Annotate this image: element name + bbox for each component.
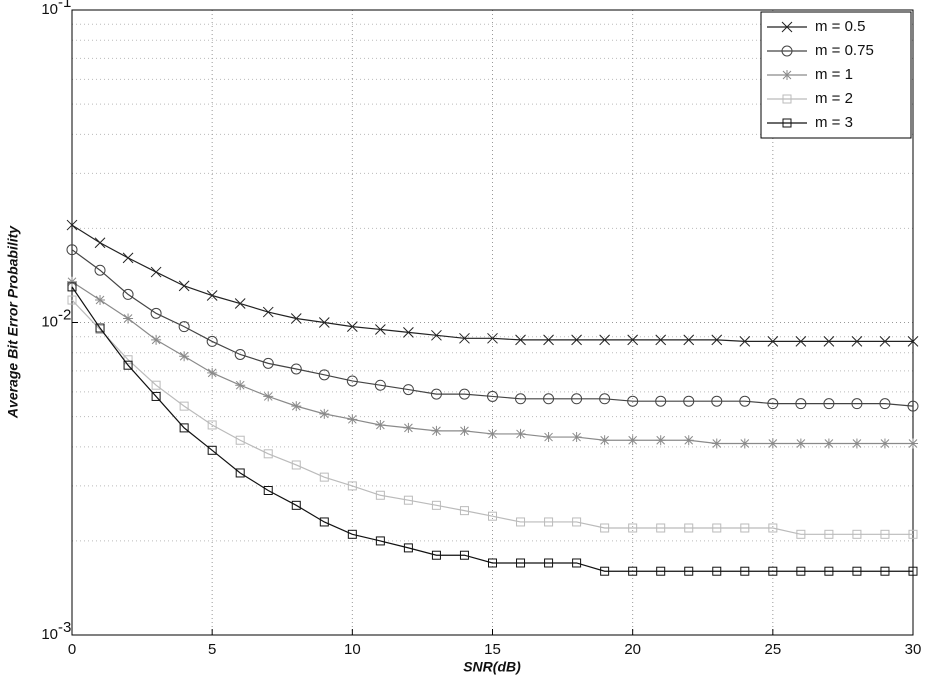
marker (179, 351, 189, 361)
marker (908, 439, 918, 449)
marker (263, 391, 273, 401)
x-tick-label: 30 (905, 641, 922, 658)
marker (544, 432, 554, 442)
y-tick-label: 10 (41, 626, 58, 643)
marker (291, 401, 301, 411)
marker (516, 429, 526, 439)
legend-label: m = 0.5 (815, 18, 865, 35)
x-tick-label: 0 (68, 641, 76, 658)
marker (740, 439, 750, 449)
marker (375, 420, 385, 430)
page: SNR(dB) Average Bit Error Probability 10… (0, 0, 926, 682)
x-tick-label: 10 (344, 641, 361, 658)
marker (347, 414, 357, 424)
y-tick-exponent: -1 (58, 0, 71, 11)
marker (852, 439, 862, 449)
x-tick-label: 25 (764, 641, 781, 658)
marker (796, 439, 806, 449)
marker (123, 313, 133, 323)
legend-marker (782, 70, 792, 80)
x-tick-label: 15 (484, 641, 501, 658)
marker (628, 435, 638, 445)
marker (488, 429, 498, 439)
legend-label: m = 1 (815, 66, 853, 83)
marker (880, 439, 890, 449)
x-tick-label: 20 (624, 641, 641, 658)
marker (684, 435, 694, 445)
y-tick-exponent: -2 (58, 306, 71, 323)
legend-label: m = 3 (815, 114, 853, 131)
marker (572, 432, 582, 442)
y-axis-label: Average Bit Error Probability (5, 225, 21, 419)
x-axis-label: SNR(dB) (463, 659, 521, 675)
y-tick-exponent: -3 (58, 619, 71, 636)
marker (319, 409, 329, 419)
marker (431, 426, 441, 436)
marker (656, 435, 666, 445)
y-tick-label: 10 (41, 1, 58, 18)
marker (712, 439, 722, 449)
marker (459, 426, 469, 436)
marker (95, 295, 105, 305)
legend-label: m = 2 (815, 90, 853, 107)
y-tick-label: 10 (41, 313, 58, 330)
marker (824, 439, 834, 449)
marker (235, 380, 245, 390)
chart: SNR(dB) Average Bit Error Probability 10… (0, 0, 926, 682)
marker (768, 439, 778, 449)
marker (151, 335, 161, 345)
x-tick-label: 5 (208, 641, 216, 658)
marker (207, 368, 217, 378)
legend-label: m = 0.75 (815, 42, 874, 59)
marker (403, 423, 413, 433)
legend: m = 0.5 m = 0.75 m = 1 m = 2 m = 3 (761, 12, 911, 138)
marker (600, 435, 610, 445)
